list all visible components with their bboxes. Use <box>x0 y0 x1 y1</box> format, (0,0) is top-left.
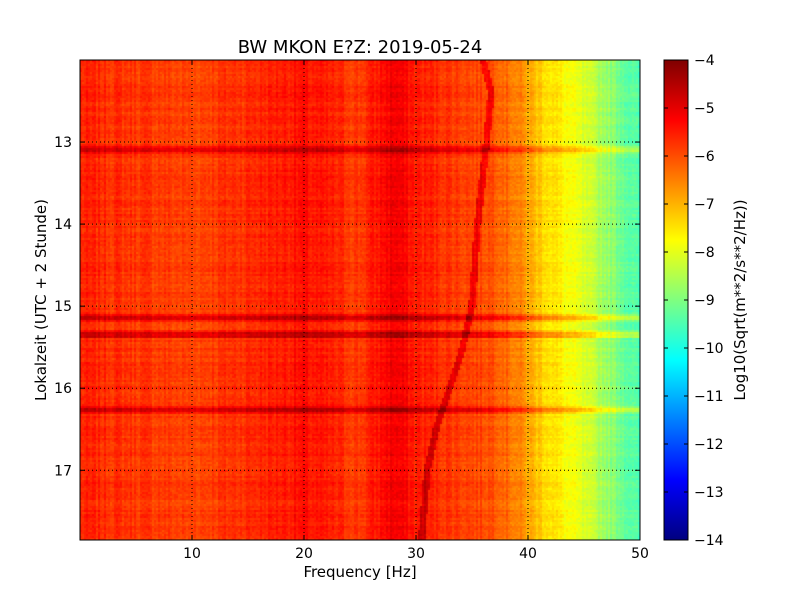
y-tick-label: 15 <box>54 299 72 315</box>
y-tick-label: 16 <box>54 381 72 397</box>
y-axis-ticks: 13 14 15 16 17 <box>54 135 640 479</box>
colorbar-tick-label: −9 <box>694 293 715 309</box>
x-tick-label: 50 <box>631 546 649 562</box>
x-tick-label: 10 <box>183 546 201 562</box>
colorbar-tick-label: −12 <box>694 437 724 453</box>
colorbar-tick-label: −14 <box>694 533 724 549</box>
x-axis-label: Frequency [Hz] <box>303 563 416 581</box>
y-tick-label: 14 <box>54 217 72 233</box>
x-axis-ticks: 10 20 30 40 50 <box>183 60 649 562</box>
colorbar-tick-label: −7 <box>694 197 715 213</box>
x-tick-label: 20 <box>295 546 313 562</box>
colorbar-label: Log10(Sqrt(m**2/s**2/Hz)) <box>731 199 749 400</box>
colorbar-tick-label: −11 <box>694 389 724 405</box>
colorbar-ticks: −4 −5 −6 −7 −8 −9 −10 −11 −12 −13 −14 <box>664 53 724 549</box>
colorbar-tick-label: −5 <box>694 101 715 117</box>
plot-frame <box>79 59 641 541</box>
plot-area: 10 20 30 40 50 13 14 15 16 17 <box>54 59 649 562</box>
spectrogram-heatmap <box>80 60 640 540</box>
colorbar-tick-label: −4 <box>694 53 715 69</box>
grid-lines <box>80 60 640 540</box>
y-tick-label: 13 <box>54 135 72 151</box>
colorbar-tick-label: −13 <box>694 485 724 501</box>
colorbar-tick-label: −8 <box>694 245 715 261</box>
x-tick-label: 30 <box>407 546 425 562</box>
x-tick-label: 40 <box>519 546 537 562</box>
colorbar: −4 −5 −6 −7 −8 −9 −10 −11 −12 −13 −14 Log10(Sqrt(m… <box>663 53 749 549</box>
colorbar-tick-label: −6 <box>694 149 715 165</box>
y-tick-label: 17 <box>54 463 72 479</box>
colorbar-tick-label: −10 <box>694 341 724 357</box>
y-axis-label: Lokalzeit (UTC + 2 Stunde) <box>32 199 50 401</box>
chart-title: BW MKON E?Z: 2019-05-24 <box>238 37 483 58</box>
